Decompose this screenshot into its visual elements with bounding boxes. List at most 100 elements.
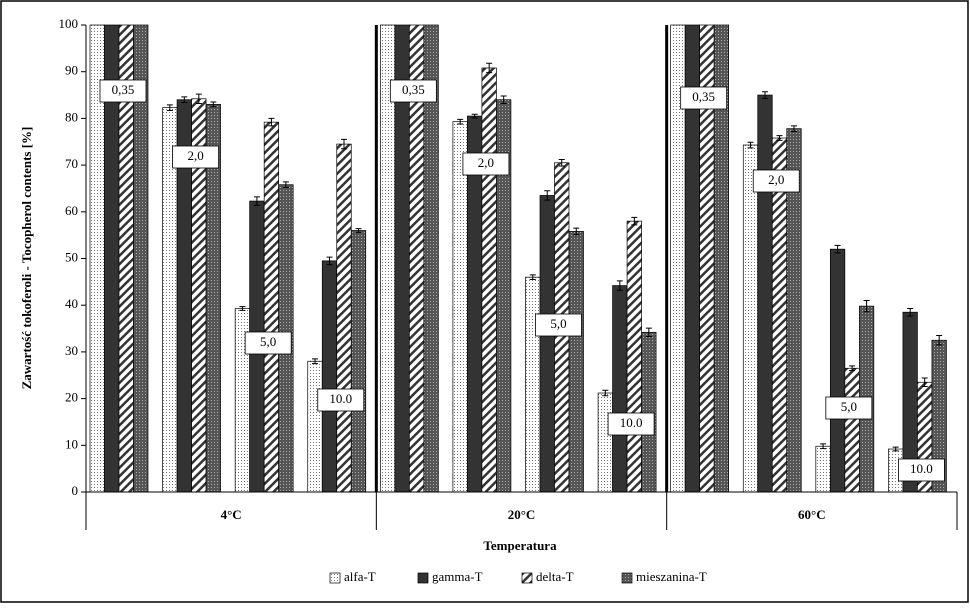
- error-bar: [544, 190, 551, 201]
- bar: [568, 231, 584, 493]
- legend-label: gamma-T: [432, 569, 483, 584]
- category-box: [389, 79, 437, 103]
- category-box: [317, 388, 365, 412]
- bar: [641, 331, 657, 493]
- y-tick-label: 60: [65, 203, 78, 218]
- error-bar: [747, 141, 754, 149]
- error-bar: [326, 256, 333, 266]
- y-tick-label: 40: [65, 296, 78, 311]
- error-bar: [282, 181, 289, 189]
- bar: [844, 367, 860, 493]
- bar: [742, 144, 759, 493]
- category-label: 0,35: [692, 89, 715, 104]
- bar: [336, 143, 352, 493]
- category-label: 10.0: [620, 415, 643, 430]
- bar: [321, 260, 338, 493]
- error-bar: [253, 196, 260, 206]
- error-bar: [268, 117, 275, 127]
- category-box: [898, 458, 945, 482]
- error-bar: [210, 101, 217, 108]
- legend-swatch: [329, 572, 341, 584]
- error-bar: [820, 443, 827, 450]
- legend-label: alfa-T: [344, 569, 376, 584]
- legend-swatch: [417, 572, 429, 584]
- bar: [612, 285, 628, 493]
- category-label: 10.0: [329, 391, 352, 406]
- error-bar: [500, 95, 507, 104]
- error-bar: [834, 244, 841, 254]
- error-bar: [907, 307, 914, 317]
- category-box: [680, 86, 728, 110]
- error-bar: [602, 389, 609, 397]
- category-label: 10.0: [910, 461, 933, 476]
- y-tick-label: 0: [72, 483, 79, 498]
- bar: [757, 94, 773, 493]
- y-tick-label: 100: [59, 16, 79, 31]
- error-bar: [195, 93, 202, 104]
- error-bar: [558, 158, 565, 167]
- bar: [452, 121, 468, 493]
- category-label: 0,35: [112, 82, 135, 97]
- bar: [525, 276, 541, 493]
- bar: [350, 230, 367, 493]
- category-label: 0,35: [402, 82, 425, 97]
- error-bar: [166, 104, 173, 111]
- error-bar: [776, 135, 783, 141]
- category-box: [752, 169, 800, 193]
- group-label: 20°C: [508, 507, 536, 522]
- error-bar: [936, 335, 943, 346]
- legend-label: delta-T: [536, 569, 574, 584]
- error-bar: [471, 113, 478, 119]
- y-tick-label: 90: [65, 63, 78, 78]
- group-label: 4°C: [221, 507, 242, 522]
- y-tick-label: 20: [65, 390, 78, 405]
- y-tick-label: 30: [65, 343, 78, 358]
- bar: [829, 248, 846, 493]
- bar: [539, 195, 555, 493]
- error-bar: [921, 377, 928, 387]
- error-bar: [631, 216, 638, 226]
- category-box: [99, 79, 147, 103]
- bar: [307, 360, 323, 493]
- error-bar: [341, 138, 347, 150]
- bar: [815, 445, 831, 493]
- error-bar: [181, 96, 188, 104]
- error-bar: [863, 300, 870, 313]
- group-label: 60°C: [798, 507, 826, 522]
- error-bar: [529, 274, 536, 281]
- bar: [263, 121, 280, 493]
- bar: [597, 392, 613, 493]
- category-label: 2,0: [478, 155, 494, 170]
- category-box: [607, 412, 655, 436]
- y-axis-label: Zawartość tokoferoli - Tocopherol conten…: [19, 127, 34, 390]
- category-box: [535, 313, 582, 337]
- error-bar: [457, 118, 464, 125]
- legend-swatch: [621, 572, 633, 584]
- error-bar: [791, 125, 797, 132]
- error-bar: [645, 327, 652, 337]
- error-bar: [892, 446, 899, 452]
- error-bar: [355, 228, 362, 233]
- error-bar: [616, 280, 623, 291]
- y-tick-label: 50: [65, 249, 78, 264]
- category-label: 5,0: [550, 316, 566, 331]
- category-box: [462, 152, 510, 176]
- x-axis-label: Temperatura: [483, 538, 557, 553]
- bar: [626, 220, 642, 493]
- error-bar: [849, 365, 856, 372]
- bar: [481, 67, 497, 493]
- category-label: 2,0: [187, 148, 203, 163]
- error-bar: [573, 227, 580, 236]
- category-label: 2,0: [768, 172, 784, 187]
- legend-label: mieszanina-T: [636, 569, 707, 584]
- category-label: 5,0: [841, 399, 857, 414]
- error-bar: [239, 306, 246, 311]
- error-bar: [762, 91, 768, 99]
- y-tick-label: 70: [65, 156, 78, 171]
- category-box: [172, 145, 219, 169]
- y-tick-label: 80: [65, 109, 78, 124]
- category-box: [825, 396, 873, 420]
- legend-swatch: [521, 572, 533, 584]
- category-label: 5,0: [260, 334, 276, 349]
